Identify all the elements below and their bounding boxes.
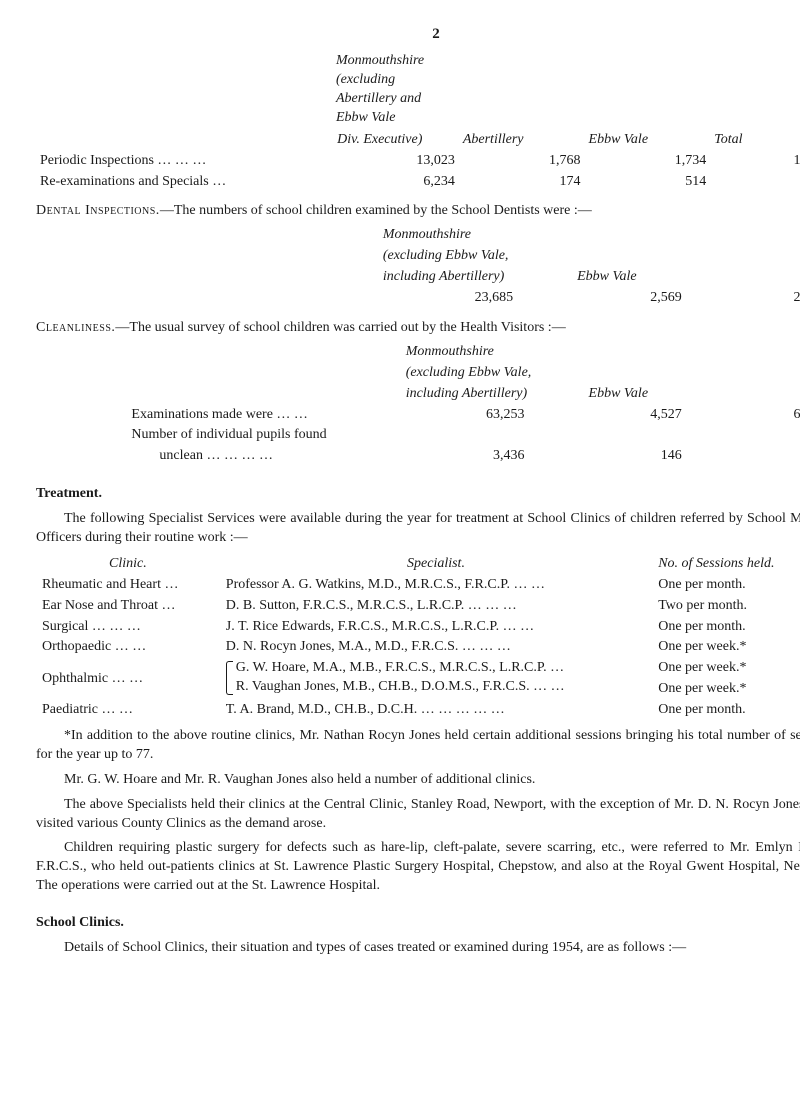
clean-title-rest: —The usual survey of school children was…: [115, 320, 565, 335]
body-para: Mr. G. W. Hoare and Mr. R. Vaughan Jones…: [36, 771, 800, 790]
clean-title-lead: Cleanliness.: [36, 320, 115, 335]
clinic-cell: Rheumatic and Heart …: [36, 575, 220, 596]
dental-title-lead: Dental Inspections.: [36, 203, 160, 218]
body-para: The above Specialists held their clinics…: [36, 796, 800, 834]
sessions-cell: One per week.*: [652, 679, 800, 700]
specialist-cell: T. A. Brand, M.D., CH.B., D.C.H. … … … ……: [220, 700, 652, 721]
specialist-table: Clinic. Specialist. No. of Sessions held…: [36, 554, 800, 721]
clinic-cell: Orthopaedic … …: [36, 637, 220, 658]
sessions-cell: One per month.: [652, 700, 800, 721]
row-label: Periodic Inspections … … …: [36, 151, 333, 172]
sessions-cell: One per month.: [652, 575, 800, 596]
treatment-heading: Treatment.: [36, 485, 800, 504]
treatment-intro: The following Specialist Services were a…: [36, 510, 800, 548]
cell: 146: [585, 446, 722, 467]
sessions-cell: One per week.*: [652, 637, 800, 658]
dental-italic-2: (excluding Ebbw Vale,: [379, 246, 573, 267]
col-head: No. of Sessions held.: [652, 554, 800, 575]
dental-italic-3: including Abertillery): [379, 267, 573, 288]
cell: 16,525: [710, 151, 800, 172]
clean-italic-1: Monmouthshire: [402, 342, 585, 363]
specialist-cell: J. T. Rice Edwards, F.R.C.S., M.R.C.S., …: [220, 617, 652, 638]
clinic-cell: Surgical … … …: [36, 617, 220, 638]
col-head: Total: [722, 384, 800, 405]
dental-table: Monmouthshire (excluding Ebbw Vale, incl…: [36, 225, 800, 309]
specialist-line: R. Vaughan Jones, M.B., CH.B., D.O.M.S.,…: [236, 678, 646, 697]
col-head: Div. Executive): [333, 130, 459, 151]
dental-title-rest: —The numbers of school children examined…: [160, 203, 592, 218]
cell: 1,734: [585, 151, 711, 172]
sessions-cell: One per week.*: [652, 658, 800, 679]
header-italic-line: Ebbw Vale: [336, 109, 800, 128]
specialist-cell: D. B. Sutton, F.R.C.S., M.R.C.S., L.R.C.…: [220, 596, 652, 617]
header-italic-line: Abertillery and: [336, 90, 800, 109]
cell: 3,582: [722, 446, 800, 467]
school-clinics-para: Details of School Clinics, their situati…: [36, 939, 800, 958]
cell: 23,685: [379, 288, 573, 309]
clinic-cell: Ophthalmic … …: [36, 658, 220, 700]
col-head: Total: [710, 130, 800, 151]
cleanliness-section: Cleanliness.—The usual survey of school …: [36, 319, 800, 338]
cell: 1,768: [459, 151, 585, 172]
col-head: Ebbw Vale: [573, 267, 722, 288]
clean-italic-3: including Abertillery): [402, 384, 585, 405]
dental-italic-1: Monmouthshire: [379, 225, 573, 246]
col-head: Total: [722, 267, 800, 288]
cell: 63,253: [402, 405, 585, 426]
row-label: Number of individual pupils found: [127, 425, 800, 446]
school-clinics-heading: School Clinics.: [36, 914, 800, 933]
dental-section: Dental Inspections.—The numbers of schoo…: [36, 202, 800, 221]
col-head: Ebbw Vale: [585, 130, 711, 151]
body-para: Children requiring plastic surgery for d…: [36, 839, 800, 896]
cell: 26,254: [722, 288, 800, 309]
footnote-para: *In addition to the above routine clinic…: [36, 727, 800, 765]
cell: 13,023: [333, 151, 459, 172]
row-label: Examinations made were … …: [127, 405, 401, 426]
clean-italic-2: (excluding Ebbw Vale,: [402, 363, 585, 384]
row-label: Re-examinations and Specials …: [36, 172, 333, 193]
clinic-cell: Paediatric … …: [36, 700, 220, 721]
cell: 3,436: [402, 446, 585, 467]
clinic-cell: Ear Nose and Throat …: [36, 596, 220, 617]
header-italic-line: Monmouthshire: [336, 52, 800, 71]
cell: 67,780: [722, 405, 800, 426]
cell: 6,922: [710, 172, 800, 193]
page-number: 2: [36, 24, 800, 44]
sessions-cell: One per month.: [652, 617, 800, 638]
sessions-cell: Two per month.: [652, 596, 800, 617]
specialist-cell: Professor A. G. Watkins, M.D., M.R.C.S.,…: [220, 575, 652, 596]
specialist-cell: G. W. Hoare, M.A., M.B., F.R.C.S., M.R.C…: [220, 658, 652, 700]
inspections-table: Div. Executive) Abertillery Ebbw Vale To…: [36, 130, 800, 193]
cell: 514: [585, 172, 711, 193]
col-head: Clinic.: [36, 554, 220, 575]
cell: 2,569: [573, 288, 722, 309]
specialist-line: G. W. Hoare, M.A., M.B., F.R.C.S., M.R.C…: [236, 659, 646, 678]
specialist-cell: D. N. Rocyn Jones, M.A., M.D., F.R.C.S. …: [220, 637, 652, 658]
col-head: Ebbw Vale: [585, 384, 722, 405]
col-head: Abertillery: [459, 130, 585, 151]
cell: 6,234: [333, 172, 459, 193]
cell: 4,527: [585, 405, 722, 426]
header-italic-line: (excluding: [336, 71, 800, 90]
clean-table: Monmouthshire (excluding Ebbw Vale, incl…: [36, 342, 800, 467]
header-italic-block: Monmouthshire(excludingAbertillery andEb…: [336, 52, 800, 128]
row-label: unclean … … … …: [127, 446, 401, 467]
col-head: Specialist.: [220, 554, 652, 575]
cell: 174: [459, 172, 585, 193]
